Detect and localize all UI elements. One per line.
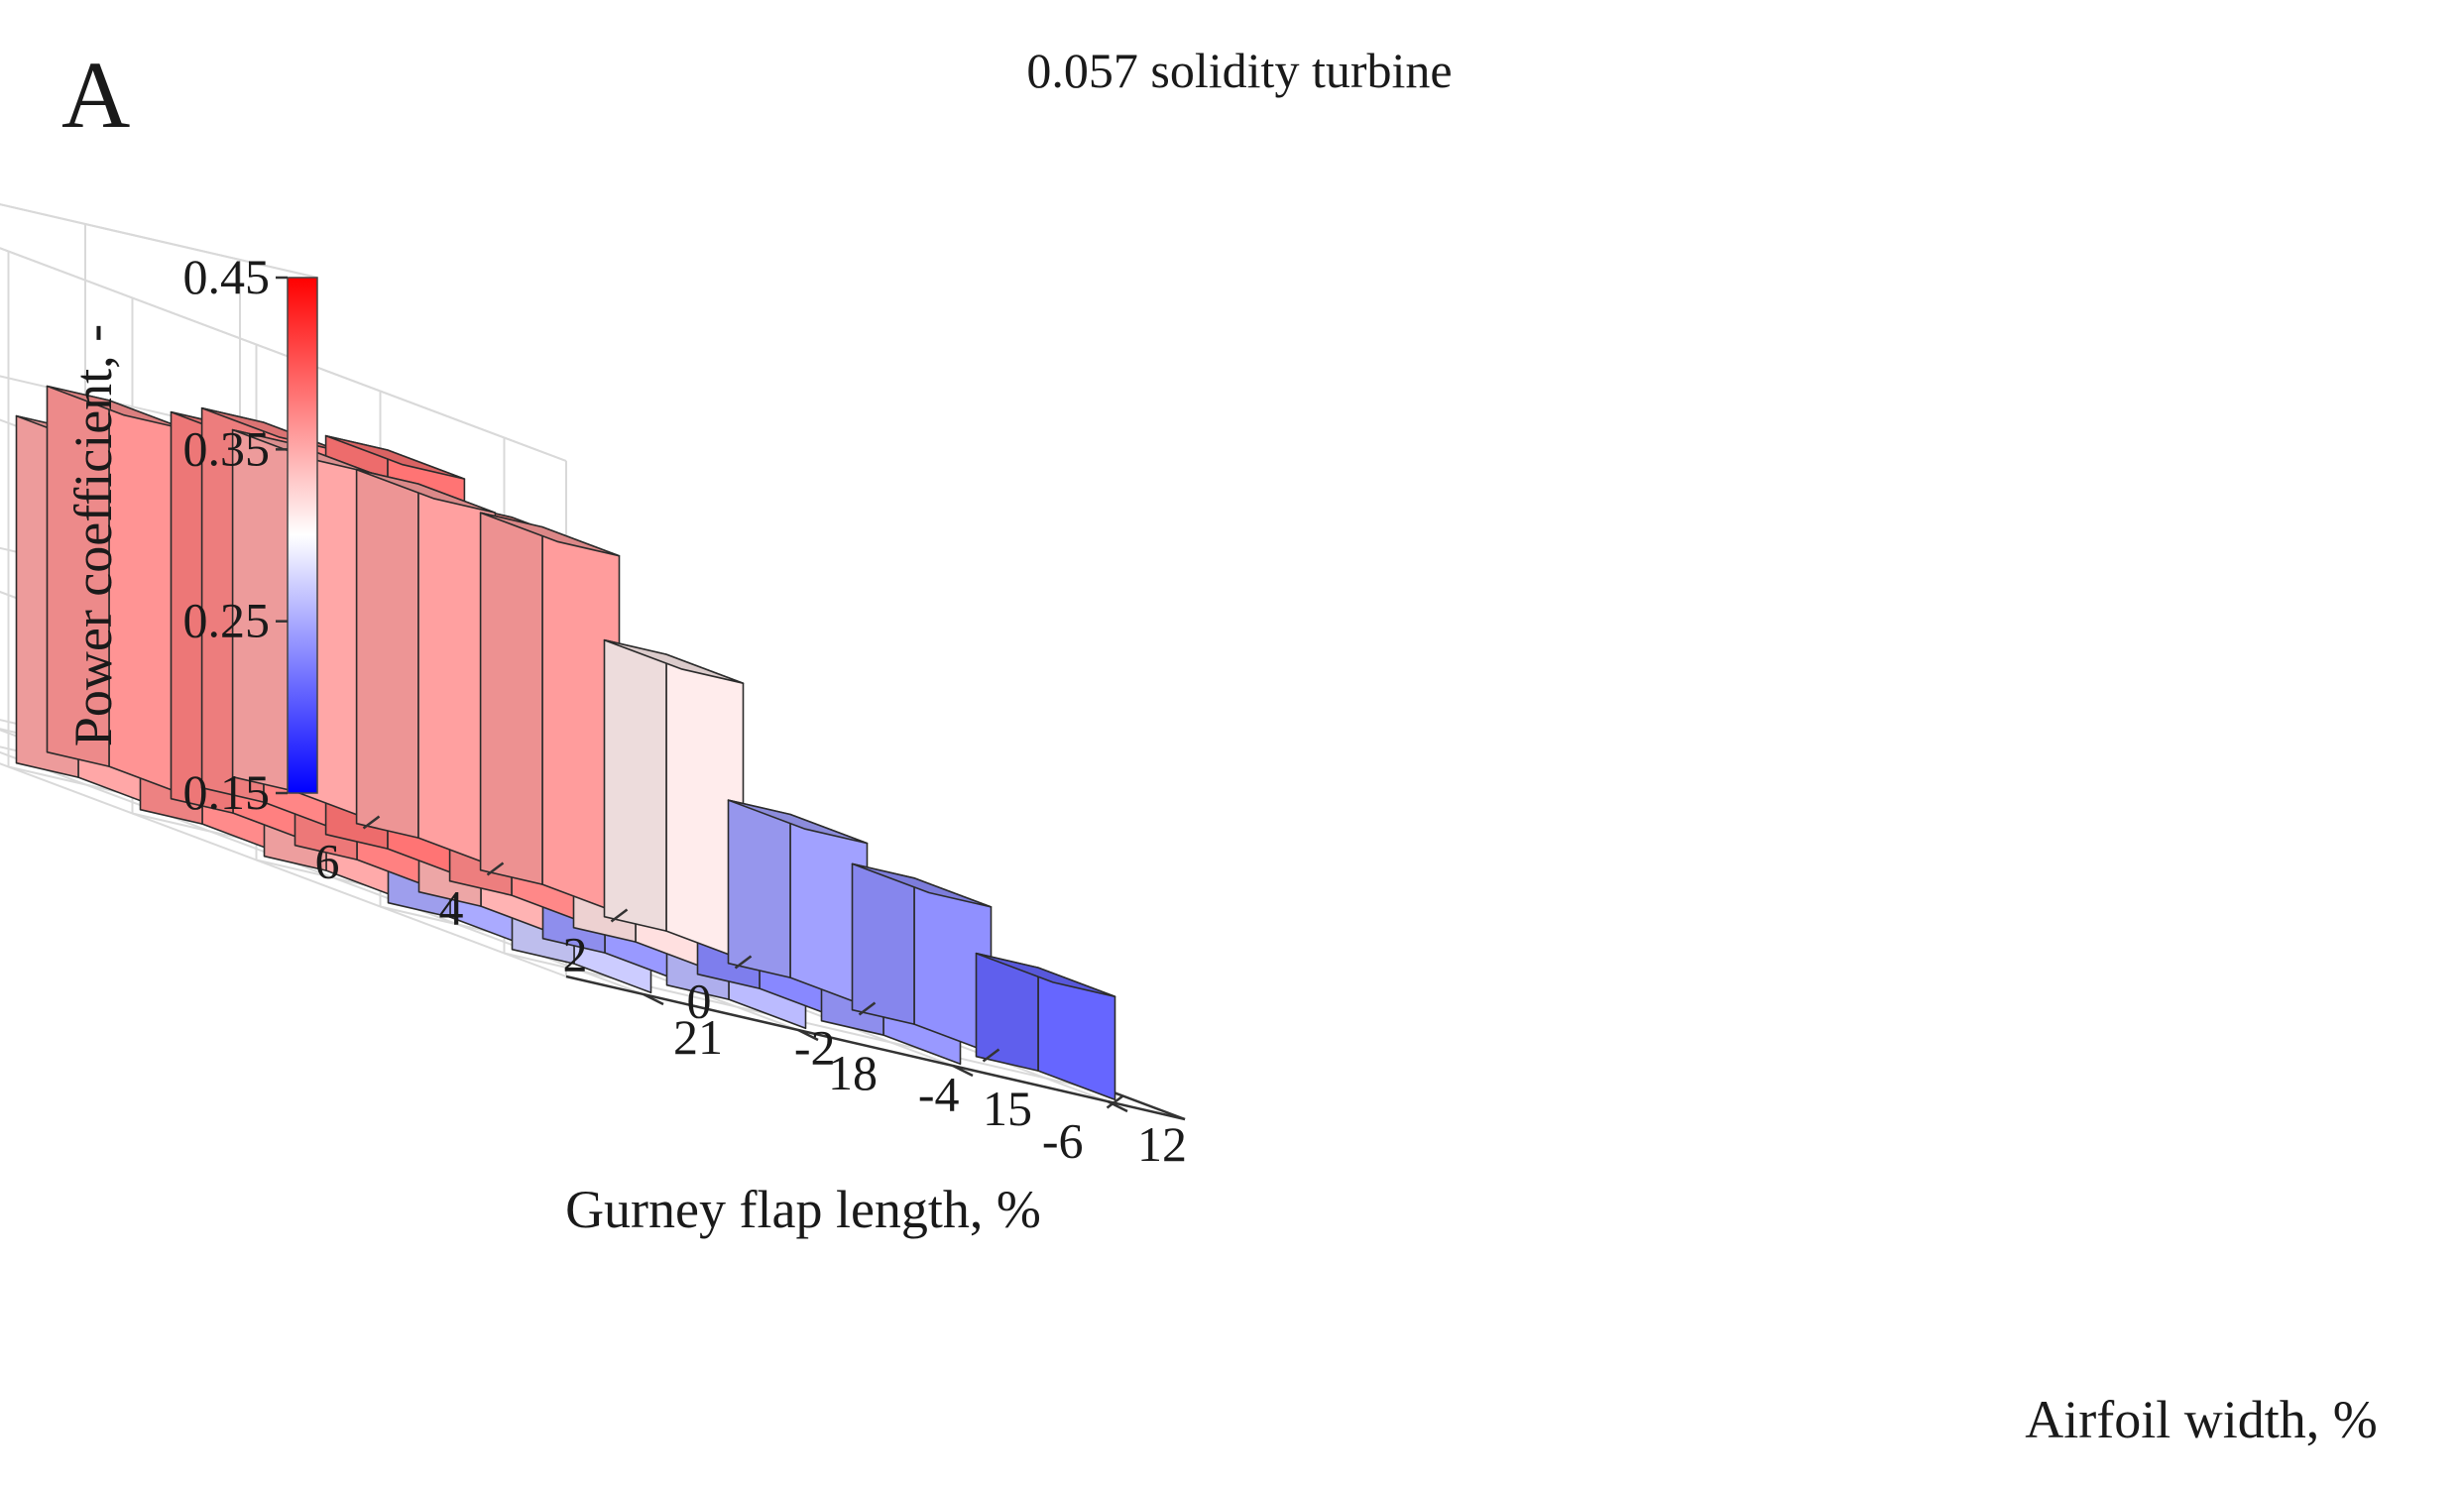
z-axis-ticks: 0.15 0.25 0.35 0.45 (183, 249, 288, 820)
y-axis-label: Airfoil width, % (2025, 1390, 2377, 1449)
airfoil-width-tick-label: 15 (983, 1081, 1032, 1136)
z-tick-label: 0.45 (183, 249, 271, 304)
z-axis-label: Power coefficient, - (63, 324, 123, 746)
gurney-flap-tick-label: 4 (439, 880, 464, 936)
gurney-flap-tick-label: -4 (918, 1067, 960, 1122)
airfoil-width-tick-label: 12 (1137, 1116, 1187, 1172)
bar--6-21 (975, 952, 1116, 1101)
z-tick-label: 0.35 (183, 420, 271, 476)
z-tick-label: 0.25 (183, 593, 271, 648)
chart-title: 0.057 solidity turbine (1026, 43, 1452, 98)
z-tick-label: 0.15 (183, 764, 271, 820)
gurney-flap-tick-label: -2 (794, 1020, 836, 1076)
x-axis-label: Gurney flap length, % (565, 1180, 1041, 1239)
bar-0-21 (603, 638, 745, 962)
gurney-flap-tick-label: 6 (315, 834, 340, 889)
bar-4-21 (355, 468, 497, 868)
colorbar (287, 277, 318, 794)
airfoil-width-tick-label: 21 (673, 1009, 723, 1065)
bar--2-21 (727, 799, 869, 1008)
gurney-flap-tick-label: 2 (563, 927, 588, 982)
gurney-flap-ticks: 6 4 2 0 -2 -4 -6 (315, 815, 1124, 1169)
panel-letter: A (61, 42, 130, 148)
bars (15, 385, 1116, 1101)
gurney-flap-tick-label: -6 (1042, 1113, 1084, 1169)
bar-2-21 (479, 512, 621, 915)
bar-4-15 (46, 385, 187, 797)
airfoil-width-ticks: 12 15 18 21 (643, 992, 1187, 1172)
bar--4-21 (851, 862, 993, 1055)
airfoil-width-tick-label: 18 (828, 1045, 878, 1100)
gurney-flap-tick-label: 0 (687, 974, 712, 1029)
